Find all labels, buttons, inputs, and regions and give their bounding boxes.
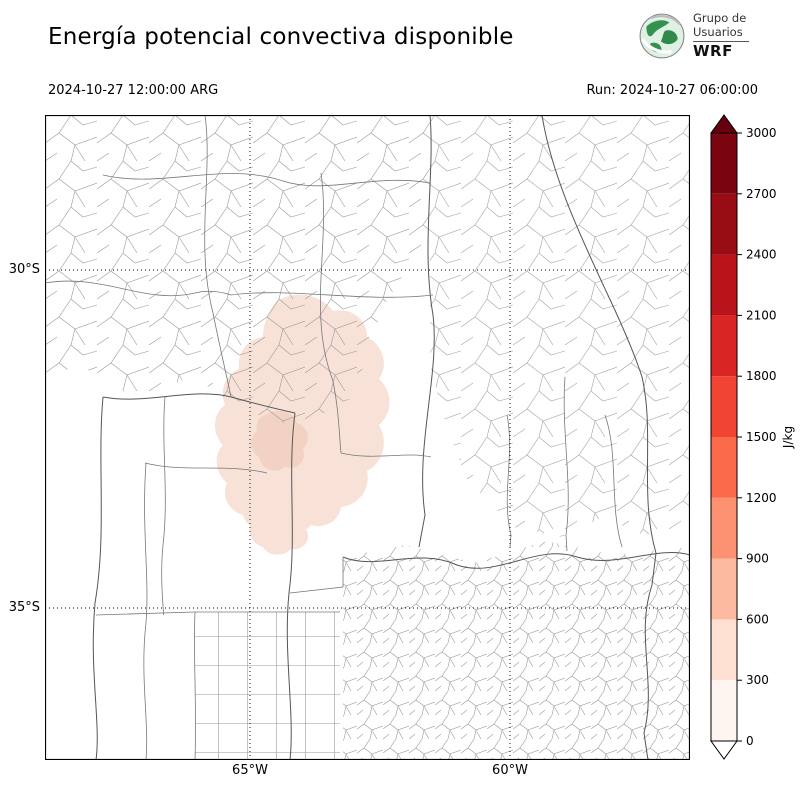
province-boundary (144, 462, 268, 474)
province-boundary (45, 280, 232, 297)
province-boundary (541, 115, 643, 378)
province-boundary (204, 115, 232, 398)
map-frame (45, 115, 690, 760)
colorbar-segment (711, 376, 737, 437)
map-canvas (45, 115, 690, 760)
colorbar-segment (711, 437, 737, 498)
colorbar-tick-label: 0 (746, 734, 754, 748)
colorbar-segment (711, 193, 737, 255)
lat-tick-35s: 35°S (8, 600, 40, 615)
province-boundary (340, 452, 432, 458)
colorbar-tick-label: 2100 (746, 308, 777, 322)
colorbar-tick-label: 600 (746, 612, 769, 626)
province-boundary (194, 611, 196, 760)
colorbar-tick-label: 2400 (746, 248, 777, 262)
province-boundary (161, 396, 166, 616)
colorbar-segment (711, 497, 737, 559)
province-boundary (342, 552, 690, 569)
province-boundary (102, 173, 431, 187)
logo-text: Grupo de Usuarios WRF (693, 11, 749, 61)
province-boundary (563, 376, 569, 552)
departments-buenosaires (343, 541, 690, 760)
lon-tick-65w: 65°W (232, 763, 268, 778)
province-boundary (289, 557, 344, 594)
logo-line-3: WRF (693, 41, 749, 61)
logo-line-1: Grupo de (693, 11, 747, 25)
colorbar-ticks (737, 132, 742, 742)
colorbar-segment (711, 254, 737, 316)
colorbar-tick-label: 1500 (746, 430, 777, 444)
globe-icon (639, 13, 685, 59)
province-boundary (95, 611, 340, 616)
colorbar-unit-label: J/kg (781, 426, 795, 449)
colorbar-segment (711, 133, 737, 194)
colorbar-segment (711, 558, 737, 620)
lat-tick-30s: 30°S (8, 262, 40, 277)
colorbar-tick-label: 900 (746, 552, 769, 566)
province-boundary (506, 414, 512, 548)
departments-lapampa (195, 612, 340, 760)
colorbar-tick-label: 2700 (746, 187, 777, 201)
colorbar-tick-label: 1200 (746, 491, 777, 505)
page-title: Energía potencial convectiva disponible (48, 24, 514, 50)
wrf-logo: Grupo de Usuarios WRF (638, 11, 749, 61)
colorbar-segment (711, 680, 737, 741)
colorbar: 0 300 600 900 1200 1500 1800 2100 2400 2… (710, 114, 795, 760)
cape-shaded-lobe (249, 515, 309, 555)
valid-time-label: 2024-10-27 12:00:00 ARG (48, 83, 219, 98)
colorbar-segment (711, 619, 737, 681)
province-boundary (418, 115, 435, 548)
province-boundary (230, 292, 434, 298)
run-time-label: Run: 2024-10-27 06:00:00 (586, 83, 758, 98)
province-boundary (643, 584, 653, 760)
province-boundary (143, 462, 148, 760)
colorbar-tick-label: 1800 (746, 369, 777, 383)
province-boundary (286, 412, 296, 760)
departments-northwest (45, 115, 430, 427)
colorbar-tick-label: 3000 (746, 126, 777, 140)
province-boundary (102, 393, 296, 414)
colorbar-tick-label: 300 (746, 673, 769, 687)
province-boundary (604, 414, 623, 548)
departments-northeast (430, 115, 690, 537)
logo-line-2: Usuarios (693, 24, 743, 39)
province-boundary (92, 396, 104, 760)
lon-tick-60w: 60°W (492, 763, 528, 778)
colorbar-segment (711, 315, 737, 377)
colorbar-arrow-over (710, 114, 738, 134)
colorbar-arrow-under (710, 740, 738, 760)
province-boundary (641, 376, 657, 586)
province-boundary (320, 172, 342, 454)
